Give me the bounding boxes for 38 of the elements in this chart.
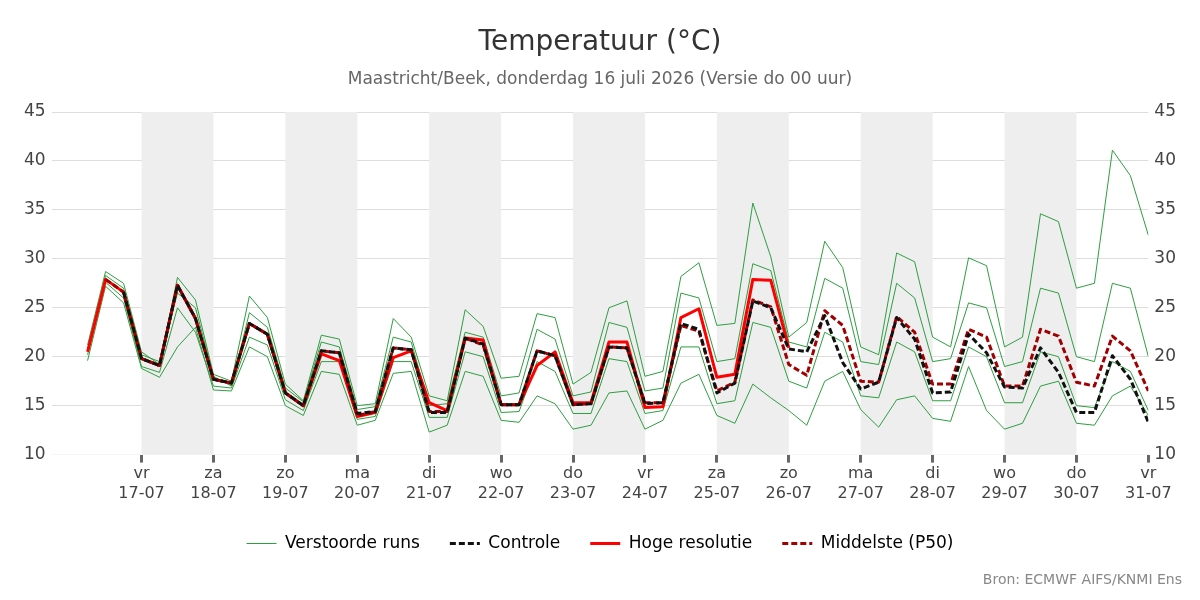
y2-tick-label: 25 bbox=[1154, 296, 1177, 317]
legend-label: Hoge resolutie bbox=[628, 531, 753, 552]
x-tick-label: do 30-07 bbox=[1053, 463, 1100, 502]
legend-label: Verstoorde runs bbox=[285, 531, 420, 552]
x-tick-label: di 21-07 bbox=[405, 463, 453, 502]
y2-tick-label: 10 bbox=[1154, 443, 1177, 464]
x-tick-label: za 18-07 bbox=[190, 463, 237, 502]
x-tick-label: vr 31-07 bbox=[1125, 463, 1172, 502]
x-tick-label: di 28-07 bbox=[909, 463, 956, 502]
y-tick-label: 25 bbox=[23, 296, 46, 317]
x-tick-label: za 25-07 bbox=[693, 463, 741, 502]
chart-title: Temperatuur (°C) bbox=[477, 24, 722, 58]
y2-tick-label: 30 bbox=[1154, 247, 1177, 268]
x-tick-label: wo 22-07 bbox=[477, 463, 525, 502]
y2-tick-label: 40 bbox=[1154, 149, 1177, 170]
y2-tick-label: 20 bbox=[1154, 345, 1177, 366]
y-tick-label: 35 bbox=[23, 198, 46, 219]
y-tick-label: 15 bbox=[23, 394, 46, 415]
y-tick-label: 10 bbox=[23, 443, 46, 464]
x-tick-label: zo 19-07 bbox=[262, 463, 309, 502]
x-tick-label: zo 26-07 bbox=[765, 463, 813, 502]
y2-tick-label: 35 bbox=[1154, 198, 1177, 219]
legend-label: Controle bbox=[488, 531, 561, 552]
x-tick-label: ma 20-07 bbox=[334, 463, 381, 502]
y2-tick-label: 45 bbox=[1154, 100, 1177, 121]
x-tick-label: vr 24-07 bbox=[621, 463, 669, 502]
y2-tick-label: 15 bbox=[1154, 394, 1177, 415]
y-tick-label: 45 bbox=[23, 100, 46, 121]
legend-label: Middelste (P50) bbox=[820, 531, 954, 552]
x-tick-label: vr 17-07 bbox=[118, 463, 165, 502]
x-tick-label: ma 27-07 bbox=[837, 463, 884, 502]
chart-subtitle: Maastricht/Beek, donderdag 16 juli 2026 (Versie do 00 uur) bbox=[347, 68, 853, 89]
y-tick-label: 20 bbox=[23, 345, 46, 366]
x-tick-label: wo 29-07 bbox=[981, 463, 1028, 502]
text: Bron: ECMWF AIFS/KNMI Ens bbox=[982, 571, 1182, 587]
y-tick-label: 30 bbox=[23, 247, 46, 268]
y-tick-label: 40 bbox=[23, 149, 46, 170]
x-tick-label: do 23-07 bbox=[549, 463, 597, 502]
